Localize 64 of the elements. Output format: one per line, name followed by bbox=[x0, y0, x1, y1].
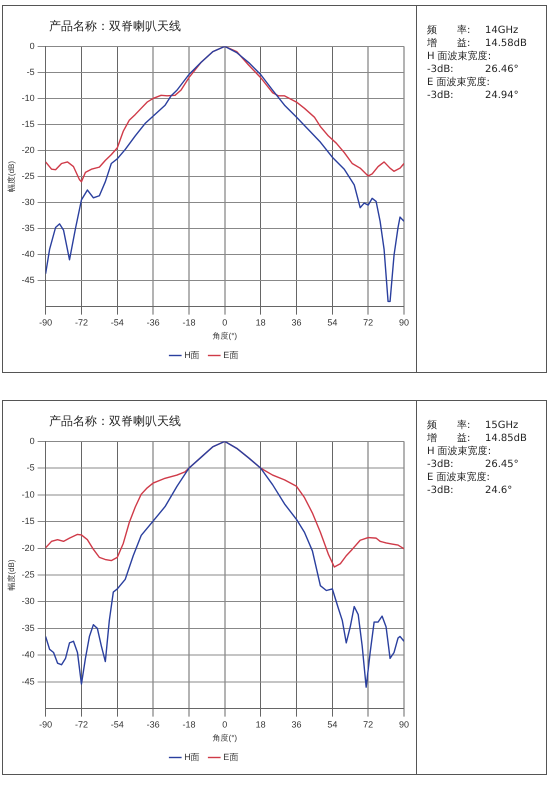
text: E 面波束宽度: bbox=[427, 472, 490, 483]
y-tick-label: 0 bbox=[30, 40, 35, 51]
x-tick-label: -72 bbox=[74, 317, 88, 328]
y-tick-label: -10 bbox=[22, 92, 35, 103]
y-tick-label: -45 bbox=[22, 275, 35, 286]
text: 频 率: 15GHz bbox=[427, 420, 518, 431]
y-tick-label: -40 bbox=[22, 249, 35, 260]
x-tick-label: 54 bbox=[327, 719, 338, 730]
x-tick-label: 18 bbox=[256, 317, 266, 328]
x-tick-label: 72 bbox=[363, 317, 374, 328]
text: 增 益: 14.85dB bbox=[427, 433, 527, 444]
x-tick-label: -54 bbox=[110, 719, 124, 730]
y-tick-label: -5 bbox=[26, 66, 35, 77]
x-tick-label: 36 bbox=[291, 719, 302, 730]
x-tick-label: 72 bbox=[363, 719, 374, 730]
y-tick-label: -5 bbox=[26, 462, 35, 473]
y-tick-label: 0 bbox=[30, 436, 35, 446]
y-axis-title: 幅度(dB) bbox=[7, 160, 16, 192]
x-tick-label: -18 bbox=[182, 317, 196, 328]
x-tick-label: 90 bbox=[398, 719, 410, 730]
x-tick-label: -36 bbox=[146, 719, 160, 730]
y-axis-title: 幅度(dB) bbox=[7, 559, 16, 591]
x-axis-title: 角度(°) bbox=[212, 331, 238, 340]
y-tick-label: -25 bbox=[22, 569, 35, 580]
x-tick-label: 18 bbox=[256, 719, 266, 730]
y-tick-label: -30 bbox=[22, 596, 35, 606]
text: H 面波束宽度: bbox=[427, 51, 492, 62]
y-tick-label: -35 bbox=[22, 223, 35, 234]
y-tick-label: -45 bbox=[22, 676, 35, 686]
x-axis-title: 角度(°) bbox=[212, 733, 238, 742]
text: -3dB: 26.45° bbox=[427, 459, 519, 470]
x-tick-label: -18 bbox=[182, 719, 196, 730]
legend-label: H面 bbox=[184, 752, 200, 762]
text: 频 率: 14GHz bbox=[427, 25, 518, 36]
text: 增 益: 14.58dB bbox=[427, 38, 527, 49]
y-tick-label: -25 bbox=[22, 170, 35, 181]
y-tick-label: -15 bbox=[22, 516, 35, 526]
x-tick-label: 90 bbox=[398, 317, 410, 328]
text: -3dB: 24.6° bbox=[427, 485, 512, 496]
chart-title: 产品名称：双脊喇叭天线 bbox=[48, 413, 182, 430]
y-tick-label: -35 bbox=[22, 622, 35, 633]
legend-label: E面 bbox=[223, 350, 238, 360]
y-tick-label: -20 bbox=[22, 144, 35, 155]
x-tick-label: -90 bbox=[39, 317, 52, 328]
y-tick-label: -20 bbox=[22, 542, 35, 553]
text: -3dB: 24.94° bbox=[427, 90, 519, 101]
x-tick-label: 0 bbox=[222, 719, 228, 730]
x-tick-label: 54 bbox=[327, 317, 338, 328]
legend-label: H面 bbox=[184, 350, 200, 360]
legend-label: E面 bbox=[223, 752, 238, 762]
chart-title: 产品名称：双脊喇叭天线 bbox=[48, 18, 182, 35]
y-tick-label: -40 bbox=[22, 650, 35, 660]
y-tick-label: -15 bbox=[22, 118, 35, 129]
x-tick-label: 0 bbox=[222, 317, 228, 328]
x-tick-label: 36 bbox=[291, 317, 302, 328]
x-tick-label: -90 bbox=[39, 719, 52, 730]
y-tick-label: -10 bbox=[22, 489, 35, 500]
x-tick-label: -72 bbox=[74, 719, 88, 730]
text: -3dB: 26.46° bbox=[427, 64, 519, 75]
text: H 面波束宽度: bbox=[427, 446, 492, 457]
text: E 面波束宽度: bbox=[427, 77, 490, 88]
x-tick-label: -54 bbox=[110, 317, 124, 328]
y-tick-label: -30 bbox=[22, 197, 35, 208]
x-tick-label: -36 bbox=[146, 317, 160, 328]
